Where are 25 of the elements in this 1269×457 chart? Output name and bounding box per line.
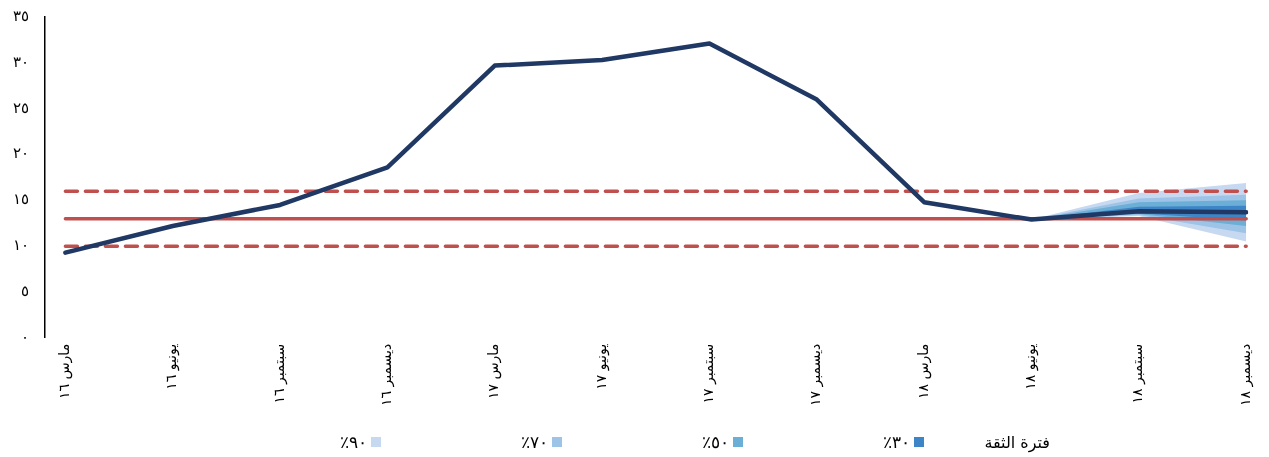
legend-label: ٣٠٪ [883, 431, 911, 453]
x-tick-label: يونيو ١٨ [1022, 343, 1040, 390]
x-tick-label: سبتمبر ١٧ [700, 343, 718, 404]
x-tick-label: ديسمبر ١٨ [1236, 343, 1254, 407]
legend-label: ٥٠٪ [702, 431, 730, 453]
y-tick-label: ٢٥ [13, 98, 29, 117]
x-tick-label: مارس ١٨ [914, 343, 932, 399]
y-tick-label: ٣٥ [13, 6, 29, 25]
y-tick-label: ٥ [21, 281, 29, 300]
y-tick-label: ١٠ [13, 236, 29, 255]
x-tick-label: سبتمبر ١٦ [270, 343, 288, 404]
y-tick-label: ٠ [21, 327, 29, 346]
legend-label: ٧٠٪ [521, 431, 549, 453]
legend-title: فترة الثقة [984, 432, 1050, 452]
x-tick-label: ديسمبر ١٦ [378, 343, 396, 407]
legend-label: ٩٠٪ [340, 431, 368, 453]
y-tick-label: ٣٠ [13, 52, 29, 71]
x-tick-label: مارس ١٧ [485, 343, 503, 399]
x-tick-label: ديسمبر ١٧ [807, 343, 825, 407]
x-tick-label: يونيو ١٦ [163, 343, 181, 390]
y-tick-label: ٢٠ [13, 144, 29, 163]
x-tick-label: مارس ١٦ [56, 343, 74, 399]
y-tick-label: ١٥ [13, 190, 29, 209]
x-tick-label: يونيو ١٧ [592, 343, 610, 390]
x-tick-label: سبتمبر ١٨ [1129, 343, 1147, 404]
